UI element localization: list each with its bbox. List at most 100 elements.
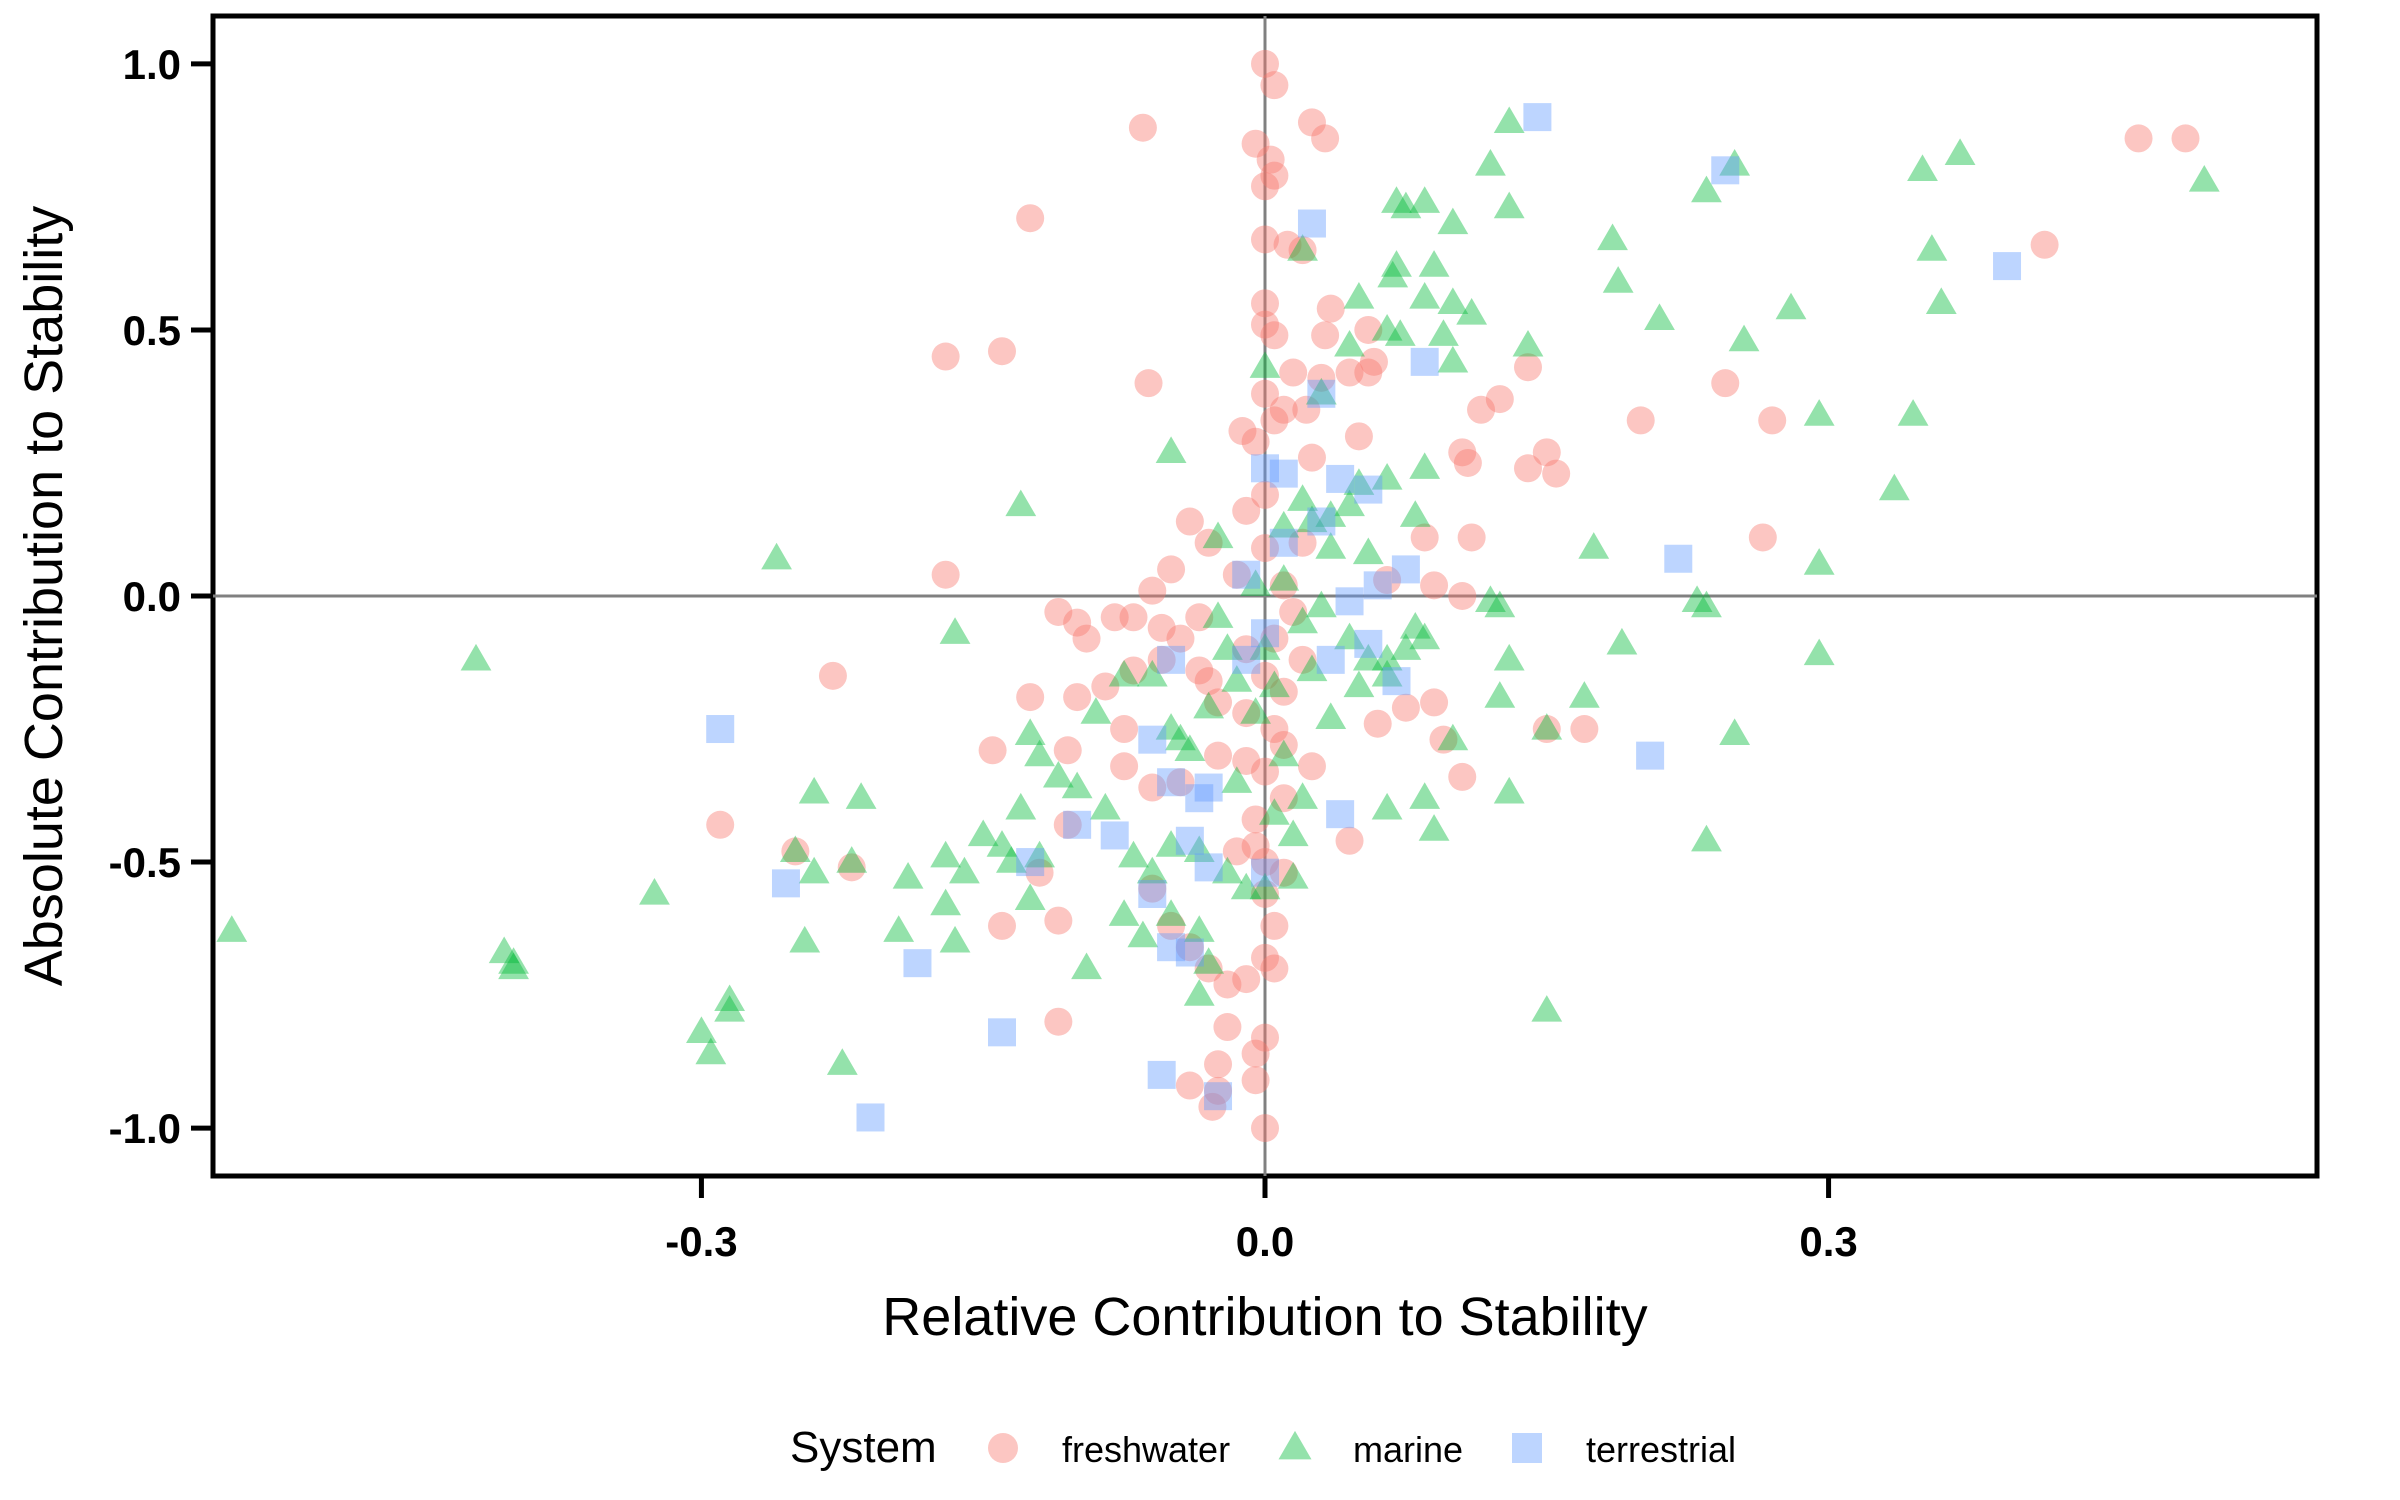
terrestrial-point [1993,252,2022,281]
terrestrial-point [1063,810,1092,839]
marine-point [1352,643,1384,671]
freshwater-point [1016,683,1045,712]
terrestrial-point [1194,773,1223,802]
freshwater-point [1147,645,1176,674]
marine-point [1418,250,1450,277]
terrestrial-point [1335,587,1364,616]
freshwater-point [1044,1007,1073,1036]
freshwater-point [1269,395,1298,424]
freshwater-point [1251,289,1279,318]
marine-point [1371,313,1403,341]
marine-point [1005,489,1037,517]
marine-point [1691,590,1722,618]
freshwater-point [1373,566,1402,595]
marine-point [939,617,971,644]
marine-point [836,846,868,873]
freshwater-point [1138,576,1167,605]
terrestrial-point [1251,858,1279,887]
freshwater-point [1053,736,1082,765]
marine-point [1193,691,1225,719]
marine-point [1493,776,1525,804]
freshwater-point [1359,347,1388,376]
terrestrial-point [1636,741,1665,770]
marine-point [1399,500,1431,527]
terrestrial-point [1016,848,1045,877]
freshwater-point [1232,635,1261,664]
freshwater-point [1269,784,1298,813]
legend-item-marine: marine [1278,1429,1463,1470]
terrestrial-point [1664,544,1693,573]
terrestrial-point [1307,379,1336,408]
marine-point [826,1048,858,1075]
marine-point [1399,611,1431,639]
freshwater-point [1260,954,1289,983]
freshwater-point [1251,757,1279,786]
marine-point [1390,633,1422,660]
terrestrial-point [1147,1060,1176,1089]
marine-point [1925,287,1957,314]
freshwater-point [1251,661,1279,690]
freshwater-point [1232,496,1261,525]
freshwater-point [1269,677,1298,706]
freshwater-point [1138,773,1167,802]
marine-point [930,840,962,868]
freshwater-point [1251,1023,1279,1052]
freshwater-point [1251,534,1279,563]
marine-point [1719,149,1751,176]
freshwater-point [1354,315,1383,344]
marine-point [216,915,248,942]
freshwater-point [1354,358,1383,387]
freshwater-point [1260,161,1289,190]
freshwater-point [1391,693,1420,722]
freshwater-point [1091,672,1120,701]
y-tick-label: 1.0 [123,41,181,88]
marine-point [1155,436,1187,463]
marine-point [1212,856,1243,884]
freshwater-point [1251,49,1279,78]
marine-point [1315,532,1347,559]
marine-point [1775,292,1807,320]
terrestrial-point [1326,800,1355,829]
marine-point [1878,473,1910,501]
freshwater-point [1072,624,1101,653]
marine-point [1334,489,1365,517]
freshwater-point [1256,145,1285,174]
y-axis-title: Absolute Contribution to Stability [14,206,74,986]
freshwater-point [1748,523,1777,552]
terrestrial-point [1175,938,1204,967]
terrestrial-point [1307,507,1336,536]
x-tick-label: -0.3 [665,1218,737,1265]
freshwater-point [978,736,1007,765]
legend-key-triangle-icon [1278,1430,1312,1460]
marine-point [1384,319,1416,346]
x-tick-label: 0.3 [1799,1218,1857,1265]
freshwater-point [1307,363,1336,392]
marine-point [1456,298,1488,325]
freshwater-point [1297,443,1326,472]
terrestrial-point [1382,667,1411,696]
freshwater-point [1758,406,1787,435]
marine-point [488,936,520,964]
marine-point [1277,862,1309,889]
marine-point [1493,643,1525,671]
freshwater-point [1514,353,1542,382]
freshwater-point [1251,1114,1279,1143]
legend-item-terrestrial: terrestrial [1512,1429,1736,1470]
marine-point [1484,590,1516,618]
marine-point [1061,771,1093,799]
terrestrial-point [1711,156,1740,185]
freshwater-point [1044,906,1073,935]
freshwater-point [1204,1050,1233,1079]
freshwater-point [1241,1066,1270,1095]
marine-point [939,925,971,953]
terrestrial-point [1410,347,1439,376]
marine-point [1719,718,1751,745]
marine-point [1287,606,1318,634]
marine-point [967,819,999,847]
legend-label: freshwater [1062,1429,1230,1470]
terrestrial-point [1269,459,1298,488]
freshwater-point [1251,225,1279,254]
freshwater-point [1260,406,1289,435]
freshwater-point [1311,124,1340,153]
freshwater-point [1110,715,1139,744]
